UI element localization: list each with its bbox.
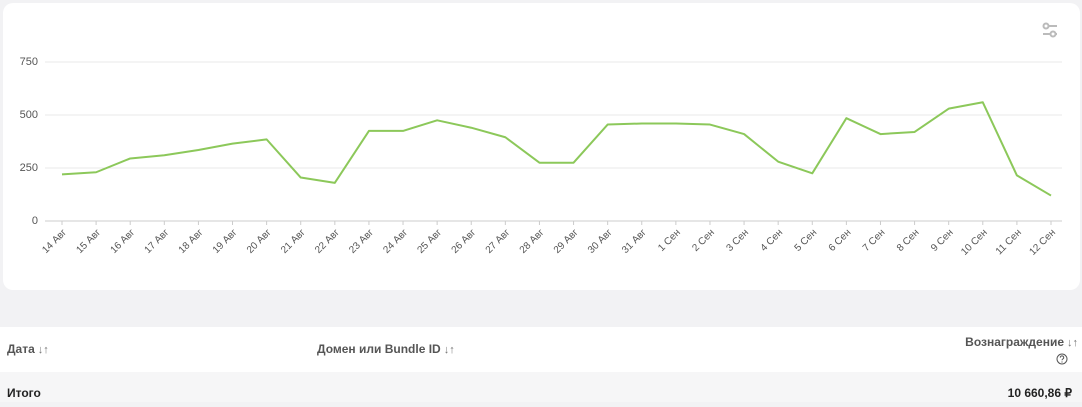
x-tick-label: 21 Авг	[279, 227, 308, 256]
line	[61, 101, 1052, 197]
x-tick-label: 18 Авг	[177, 227, 206, 256]
x-tick-label: 23 Авг	[347, 227, 376, 256]
table-header: Дата ↓↑ Домен или Bundle ID ↓↑ Вознагражде…	[0, 327, 1082, 372]
chart: 0 250 500 750 14 Авг 15 Авг 16 Авг 17 Авг 18 Авг…	[20, 22, 1062, 258]
header-reward[interactable]: Вознаграждение ↓↑	[965, 335, 1078, 368]
x-tick-label: 9 Сен	[929, 227, 956, 254]
x-tick-label: 30 Авг	[586, 227, 615, 256]
x-tick-label: 5 Сен	[793, 227, 820, 254]
x-tick-label: 16 Авг	[109, 227, 138, 256]
x-tick-label: 31 Авг	[620, 227, 649, 256]
y-tick-label: 500	[20, 109, 38, 121]
y-tick-label: 750	[20, 56, 38, 68]
x-tick-label: 7 Сен	[861, 227, 888, 254]
x-tick-label: 4 Сен	[759, 227, 786, 254]
x-tick-label: 29 Авг	[552, 227, 581, 256]
total-label: Итого	[7, 386, 41, 400]
x-tick-label: 3 Сен	[724, 227, 751, 254]
x-tick-label: 8 Сен	[895, 227, 922, 254]
x-tick-label: 25 Авг	[415, 227, 444, 256]
header-text: Дата	[7, 342, 35, 356]
x-tick-label: 27 Авг	[484, 227, 513, 256]
help-icon[interactable]	[1056, 353, 1068, 365]
x-tick-label: 15 Авг	[74, 227, 103, 256]
x-tick-label: 24 Авг	[381, 227, 410, 256]
header-text: Домен или Bundle ID	[317, 342, 441, 356]
x-tick-label: 28 Авг	[518, 227, 547, 256]
x-tick-label: 11 Сен	[994, 227, 1024, 257]
x-tick-label: 12 Сен	[1027, 227, 1058, 258]
x-tick-label: 20 Авг	[245, 227, 274, 256]
header-domain[interactable]: Домен или Bundle ID ↓↑	[317, 342, 455, 356]
header-text: Вознаграждение	[965, 335, 1064, 349]
total-value: 10 660,86 ₽	[1007, 386, 1072, 400]
chart-card: 0 250 500 750 14 Авг 15 Авг 16 Авг 17 Авг 18 Авг…	[3, 3, 1080, 290]
x-tick-label: 6 Сен	[827, 227, 854, 254]
y-tick-label: 250	[20, 162, 38, 174]
x-tick-label: 2 Сен	[690, 227, 717, 254]
total-row: Итого 10 660,86 ₽	[0, 372, 1082, 402]
y-tick-label: 0	[32, 215, 38, 227]
x-tick-label: 22 Авг	[313, 227, 342, 256]
x-tick-label: 14 Авг	[40, 227, 69, 256]
x-tick-label: 26 Авг	[450, 227, 479, 256]
header-date[interactable]: Дата ↓↑	[7, 342, 49, 356]
x-tick-label: 19 Авг	[211, 227, 240, 256]
settings-icon[interactable]	[1042, 22, 1057, 38]
x-tick-label: 17 Авг	[143, 227, 172, 256]
x-tick-label: 1 Сен	[656, 227, 683, 254]
x-tick-label: 10 Сен	[959, 227, 990, 258]
